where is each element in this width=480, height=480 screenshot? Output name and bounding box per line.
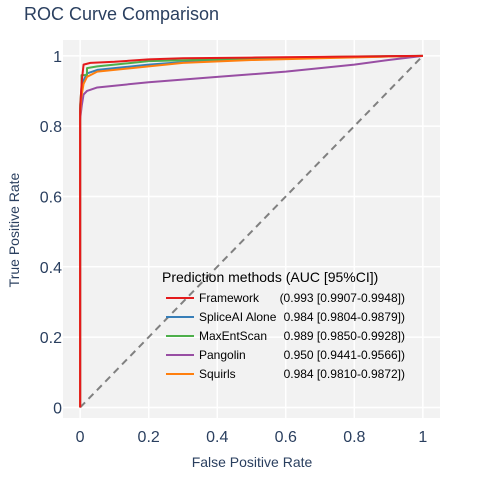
y-tick-label: 0.8 [40, 119, 62, 136]
series-lines [79, 54, 423, 408]
legend-series-auc: (0.993 [0.9907-0.9948]) [280, 291, 405, 305]
legend-series-auc: 0.950 [0.9441-0.9566]) [284, 348, 405, 362]
x-tick-label: 0.6 [275, 429, 297, 446]
y-axis-title: True Positive Rate [6, 172, 22, 287]
legend-title: Prediction methods (AUC [95%CI]) [162, 269, 378, 285]
series-line-framework [79, 54, 423, 408]
grid [63, 40, 440, 418]
x-axis-title: False Positive Rate [192, 454, 313, 470]
legend-series-name: SpliceAI Alone [199, 310, 277, 324]
legend-series-auc: 0.984 [0.9810-0.9872]) [284, 367, 405, 381]
x-tick-label: 0.8 [343, 429, 365, 446]
y-tick-label: 0.6 [40, 189, 62, 206]
legend-series-auc: 0.989 [0.9850-0.9928]) [284, 329, 405, 343]
legend: Prediction methods (AUC [95%CI]) Framewo… [162, 269, 405, 381]
y-tick-label: 0.4 [40, 260, 62, 277]
x-tick-label: 0 [76, 429, 85, 446]
y-tick-label: 0 [53, 400, 62, 417]
legend-series-name: Squirls [199, 367, 236, 381]
legend-series-auc: 0.984 [0.9804-0.9879]) [284, 310, 405, 324]
series-line-pangolin [79, 54, 423, 408]
diagonal-reference-line [79, 55, 424, 409]
chart-title: ROC Curve Comparison [24, 4, 219, 24]
x-tick-label: 1 [418, 429, 427, 446]
y-tick-label: 0.2 [40, 330, 62, 347]
y-tick-label: 1 [53, 49, 62, 66]
tick-labels: 0 0.2 0.4 0.6 0.8 1 0 0.2 0.4 0.6 0.8 1 [40, 49, 428, 446]
legend-series-name: Framework [199, 291, 260, 305]
legend-series-name: MaxEntScan [199, 329, 267, 343]
x-tick-label: 0.2 [138, 429, 160, 446]
legend-series-name: Pangolin [199, 348, 246, 362]
x-tick-label: 0.4 [206, 429, 228, 446]
